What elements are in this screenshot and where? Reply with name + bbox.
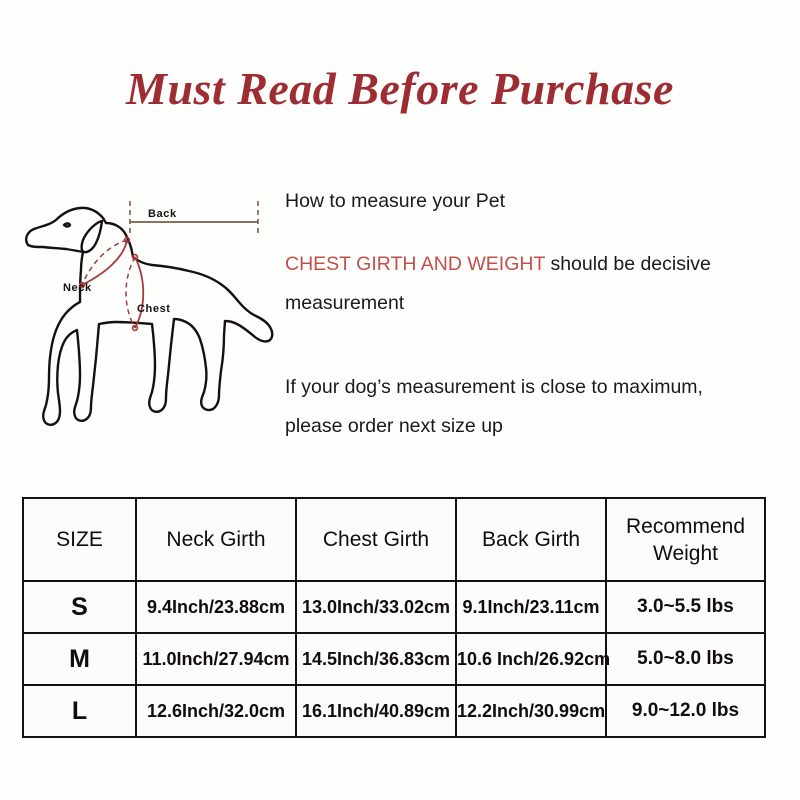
cell-neck-girth: 9.4Inch/23.88cm (135, 580, 297, 634)
table-header-row: SIZE Neck Girth Chest Girth Back Girth R… (22, 497, 766, 582)
cell-neck-girth: 11.0Inch/27.94cm (135, 632, 297, 686)
cell-chest-girth: 16.1Inch/40.89cm (295, 684, 457, 738)
cell-neck-girth: 12.6Inch/32.0cm (135, 684, 297, 738)
cell-chest-girth: 13.0Inch/33.02cm (295, 580, 457, 634)
cell-back-girth: 12.2Inch/30.99cm (455, 684, 607, 738)
column-header-neck-girth: Neck Girth (135, 497, 297, 582)
emphasis-rest: should be decisive (545, 253, 711, 275)
emphasis-line-2: measurement (285, 292, 405, 314)
cell-back-girth: 10.6 Inch/26.92cm (455, 632, 610, 686)
diagram-label-chest: Chest (137, 303, 171, 315)
instructions-note-line-1: If your dog’s measurement is close to ma… (285, 376, 703, 398)
instructions-emphasis-line: CHEST GIRTH AND WEIGHT should be decisiv… (285, 245, 790, 323)
cell-recommend-weight: 9.0~12.0 lbs (605, 684, 766, 738)
chest-girth-weight-emphasis: CHEST GIRTH AND WEIGHT (285, 253, 546, 275)
column-header-back-girth: Back Girth (455, 497, 607, 582)
dog-body-outline (25, 206, 274, 426)
instructions-note: If your dog’s measurement is close to ma… (285, 368, 790, 446)
column-header-chest-girth: Chest Girth (295, 497, 457, 582)
table-row: M 11.0Inch/27.94cm 14.5Inch/36.83cm 10.6… (22, 632, 766, 686)
cell-size: L (22, 684, 137, 738)
recommend-weight-line-2: Weight (653, 541, 718, 565)
size-chart-table: SIZE Neck Girth Chest Girth Back Girth R… (22, 497, 766, 738)
cell-back-girth: 9.1Inch/23.11cm (455, 580, 607, 634)
diagram-label-back: Back (148, 208, 177, 220)
cell-size: S (22, 580, 137, 634)
dog-outline-svg (25, 201, 274, 426)
cell-recommend-weight: 5.0~8.0 lbs (605, 632, 766, 686)
instructions-note-line-2: please order next size up (285, 415, 503, 437)
column-header-size: SIZE (22, 497, 137, 582)
page-title: Must Read Before Purchase (126, 63, 674, 114)
cell-size: M (22, 632, 137, 686)
recommend-weight-line-1: Recommend (625, 514, 746, 538)
table-row: L 12.6Inch/32.0cm 16.1Inch/40.89cm 12.2I… (22, 684, 766, 738)
diagram-label-neck: Neck (63, 282, 92, 294)
table-row: S 9.4Inch/23.88cm 13.0Inch/33.02cm 9.1In… (22, 580, 766, 634)
chest-girth-loop (125, 253, 145, 332)
dog-measurement-diagram (14, 185, 276, 447)
cell-chest-girth: 14.5Inch/36.83cm (295, 632, 457, 686)
neck-girth-loop (78, 236, 131, 289)
instructions-block: How to measure your Pet CHEST GIRTH AND … (285, 182, 790, 446)
back-measurement-line (129, 201, 259, 237)
cell-recommend-weight: 3.0~5.5 lbs (605, 580, 766, 634)
column-header-recommend-weight: Recommend Weight (605, 497, 766, 582)
instructions-heading: How to measure your Pet (285, 190, 506, 212)
